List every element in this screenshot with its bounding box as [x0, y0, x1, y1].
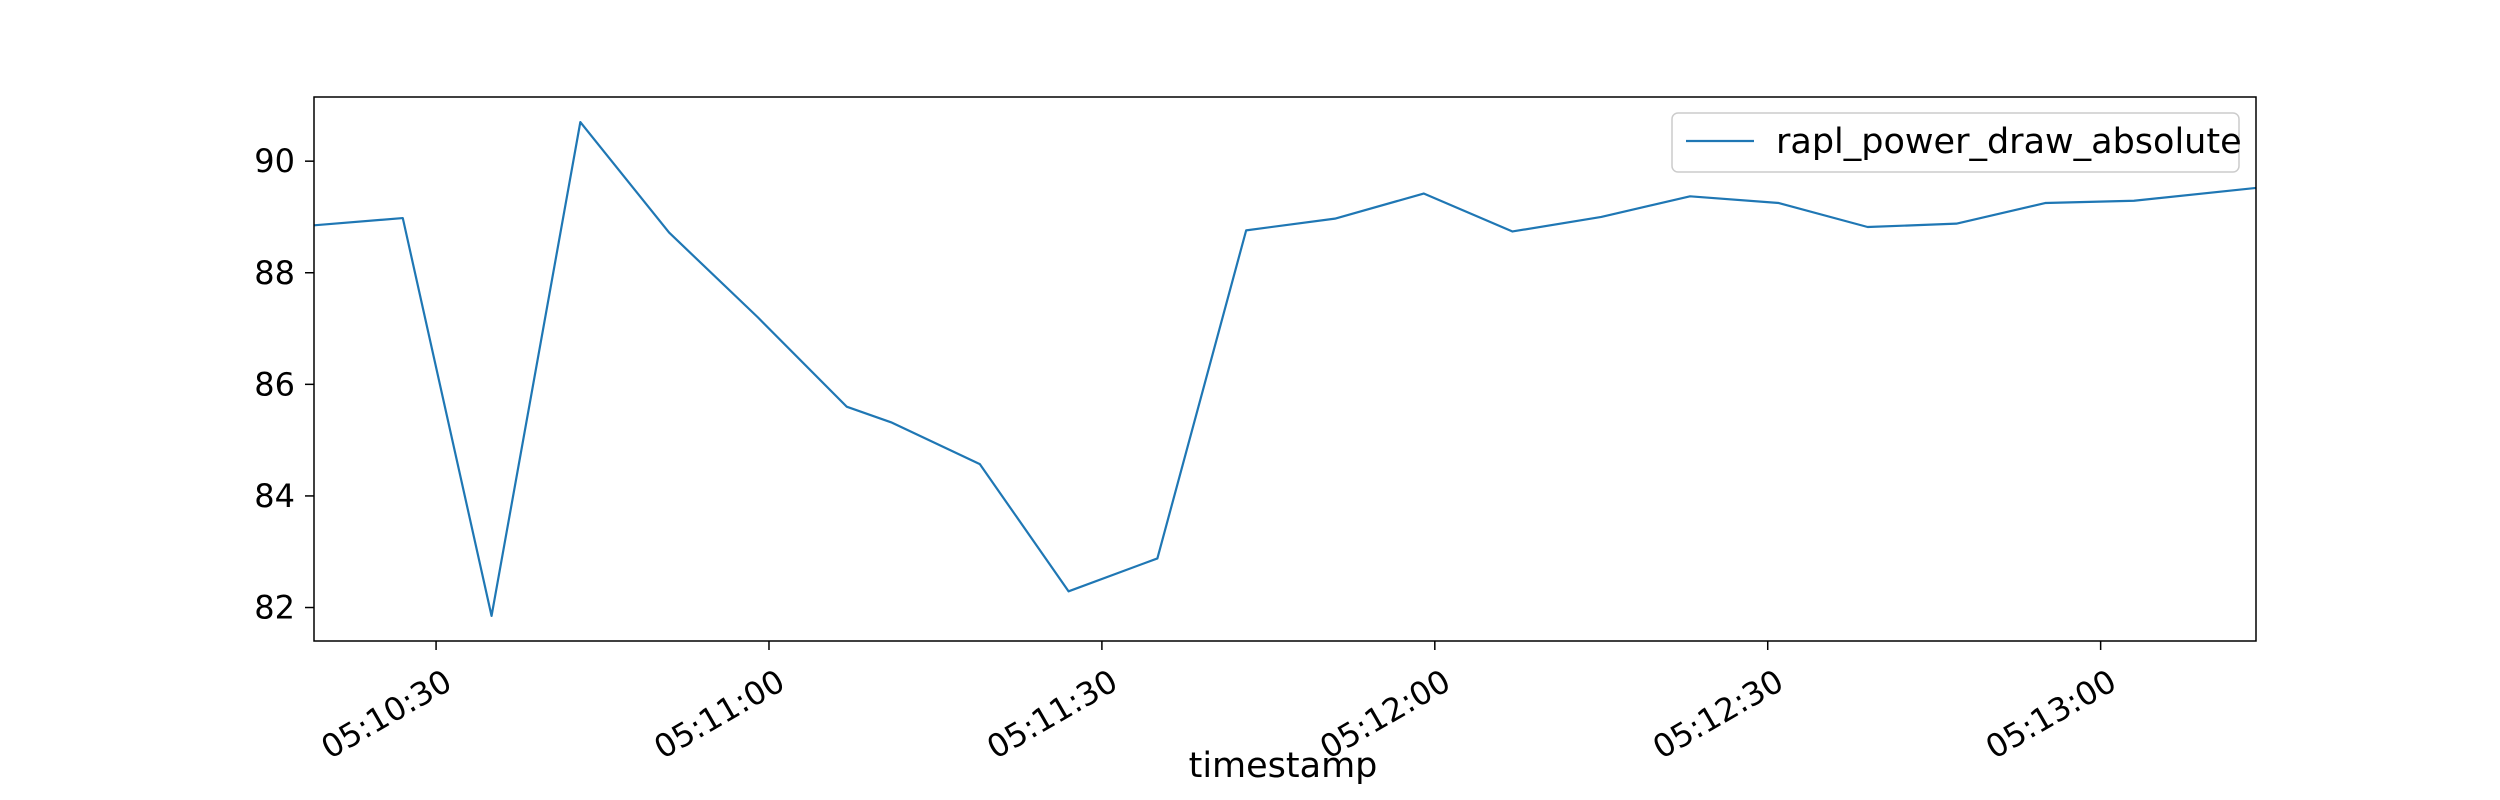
- y-tick-label: 86: [254, 365, 295, 403]
- x-axis-label: timestamp: [1189, 746, 1378, 786]
- y-tick-label: 82: [254, 589, 295, 627]
- y-axis: 82 84 86 88 90: [254, 142, 314, 627]
- y-tick-label: 88: [254, 254, 295, 292]
- y-tick-label: 84: [254, 477, 295, 515]
- axes-frame: [313, 96, 2257, 642]
- y-tick-label: 90: [254, 142, 295, 180]
- plot-area: [313, 96, 2257, 642]
- legend: rapl_power_draw_absolute: [1671, 112, 2242, 173]
- legend-box: [1671, 112, 2240, 173]
- series-line-0: [314, 121, 2256, 617]
- legend-label: rapl_power_draw_absolute: [1776, 122, 2242, 162]
